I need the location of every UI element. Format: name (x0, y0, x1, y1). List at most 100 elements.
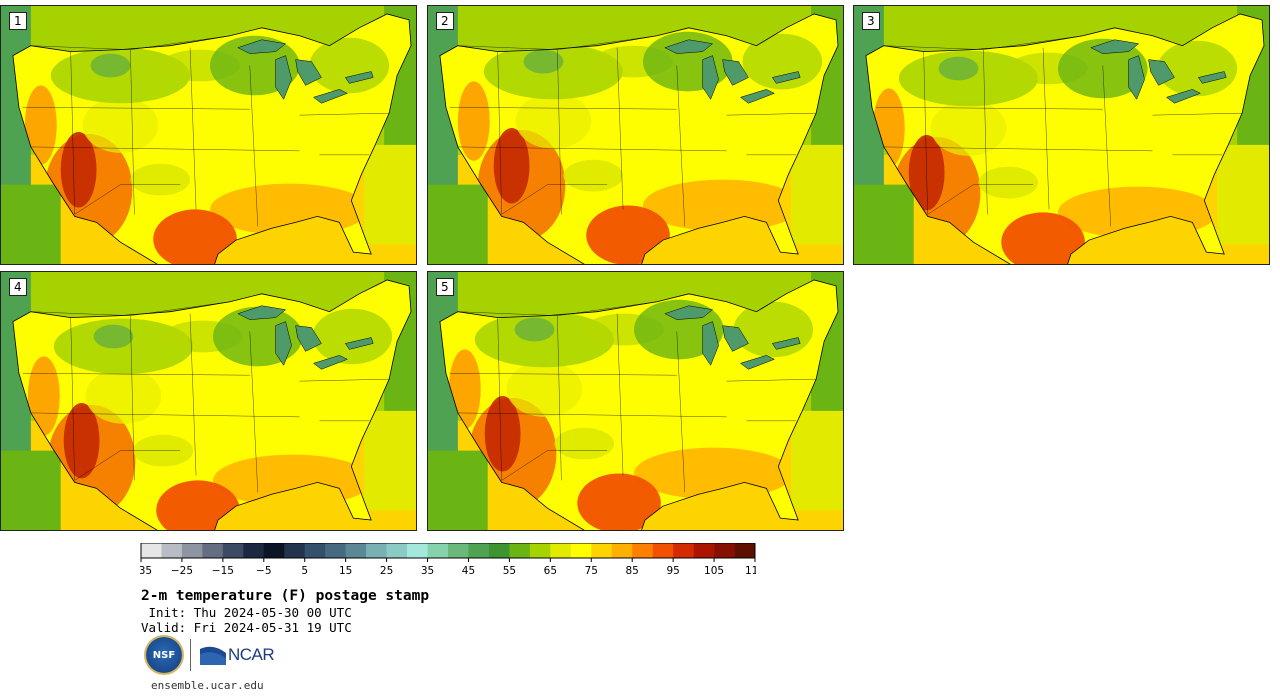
temperature-patch (742, 33, 823, 90)
temperature-patch (85, 368, 162, 424)
state-border (189, 47, 197, 210)
state-border (616, 47, 624, 210)
temperature-patch (130, 163, 191, 196)
colorbar-swatch (427, 543, 449, 558)
state-border (501, 184, 608, 215)
great-lake (312, 355, 348, 370)
map-panel-4: 4 (0, 271, 417, 531)
colorbar-tick-label: 55 (503, 565, 516, 577)
temperature-patch (633, 99, 733, 143)
great-lake (771, 71, 801, 84)
temperature-patch (153, 209, 237, 264)
temperature-patch (642, 179, 803, 232)
great-lake (295, 59, 322, 86)
panel-label: 1 (9, 12, 27, 30)
great-lake (739, 89, 775, 104)
colorbar-tick-label: 15 (339, 565, 352, 577)
great-lake (739, 355, 775, 370)
great-lake (275, 321, 292, 366)
colorbar-swatch (263, 543, 285, 558)
state-border (457, 301, 657, 316)
state-border (299, 378, 390, 382)
temperature-patch (938, 56, 979, 81)
state-border (726, 112, 817, 116)
great-lake (702, 55, 719, 100)
state-border (449, 372, 677, 376)
temperature-field (872, 38, 1238, 264)
colorbar-swatch (611, 543, 633, 558)
state-border (130, 49, 135, 215)
logo-divider (190, 639, 191, 671)
colorbar-swatch (529, 543, 551, 558)
state-border (457, 412, 727, 418)
state-border (927, 184, 1034, 215)
great-lake (237, 39, 287, 54)
great-lake (1165, 89, 1201, 104)
map-panel-1: 1 (0, 5, 417, 265)
title-block: 2-m temperature (F) postage stamp Init: … (141, 587, 429, 635)
colorbar-tick-label: 65 (544, 565, 557, 577)
state-border (557, 315, 562, 481)
colorbar-tick-label: −35 (140, 565, 152, 577)
temperature-patch (586, 205, 670, 264)
state-border (497, 51, 502, 215)
colorbar-tick-label: −25 (171, 565, 193, 577)
state-border (457, 146, 727, 152)
map-panel-2: 2 (427, 5, 844, 265)
colorbar-swatch (550, 543, 572, 558)
state-border (299, 112, 390, 116)
colorbar-swatch (366, 543, 387, 558)
colorbar-swatch (386, 543, 408, 558)
temperature-patch (1157, 40, 1238, 97)
state-border (676, 65, 686, 227)
colorbar-swatch (570, 543, 592, 558)
temperature-patch (24, 85, 57, 165)
temperature-patch (1048, 106, 1148, 150)
colorbar-swatch (345, 543, 367, 558)
panel-label: 5 (436, 278, 454, 296)
colorbar-tick-label: −5 (256, 565, 271, 577)
temperature-map (854, 6, 1269, 264)
temperature-patch (82, 97, 159, 153)
great-lake (722, 59, 749, 86)
logos: NSF NCAR (143, 637, 275, 673)
colorbar-swatch (591, 543, 613, 558)
colorbar-frame (140, 543, 756, 559)
temperature-patch (624, 367, 724, 411)
temperature-patch (493, 128, 530, 204)
colorbar-swatch (222, 543, 244, 558)
state-border (70, 317, 75, 481)
state-border (983, 49, 988, 215)
state-border (497, 317, 502, 481)
ocean-band (364, 144, 416, 245)
state-border (875, 106, 1103, 110)
great-lake (722, 325, 749, 352)
colorbar-tick-label: 105 (704, 565, 724, 577)
state-border (189, 313, 197, 476)
temperature-map (1, 6, 416, 264)
ncar-wordmark: NCAR (228, 645, 275, 664)
colorbar-swatch (632, 543, 653, 558)
state-border (616, 313, 624, 476)
coastline (865, 13, 1265, 264)
temperature-patch (90, 53, 131, 78)
colorbar-tick-label: 25 (380, 565, 393, 577)
state-border (883, 146, 1153, 152)
panel-label: 4 (9, 278, 27, 296)
ocean-band (364, 410, 416, 511)
state-border (22, 372, 250, 376)
great-lake (295, 325, 322, 352)
plot-title: 2-m temperature (F) postage stamp (141, 588, 430, 604)
temperature-colorbar: −35 −25 −15 −5 5 15 25 35 45 55 65 75 85 95 105 115 (140, 543, 756, 577)
colorbar-tick-label: 5 (301, 565, 308, 577)
colorbar-tick-label: 95 (666, 565, 679, 577)
great-lake (275, 55, 292, 100)
state-border (676, 331, 686, 493)
colorbar-tick-label: 75 (585, 565, 598, 577)
great-lake (237, 305, 287, 320)
great-lake (664, 305, 714, 320)
temperature-map (428, 6, 843, 264)
state-border (1152, 112, 1243, 116)
state-border (30, 146, 300, 152)
temperature-patch (506, 361, 583, 417)
